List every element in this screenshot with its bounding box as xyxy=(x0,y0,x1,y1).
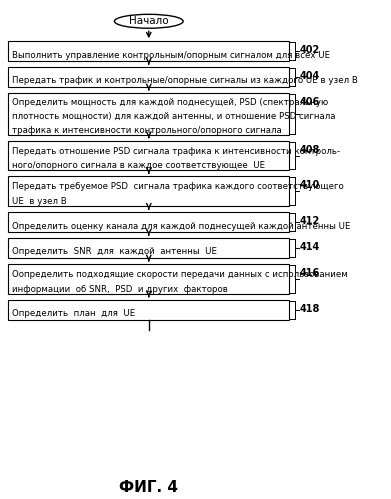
Text: Выполнить управление контрольным/опорным сигналом для всех UE: Выполнить управление контрольным/опорным… xyxy=(12,50,330,59)
Text: информации  об SNR,  PSD  и других  факторов: информации об SNR, PSD и других факторов xyxy=(12,285,228,294)
FancyBboxPatch shape xyxy=(8,41,289,61)
Text: Передать требуемое PSD  сигнала трафика каждого соответствующего: Передать требуемое PSD сигнала трафика к… xyxy=(12,182,343,191)
Text: Оопределить подходящие скорости передачи данных с использованием: Оопределить подходящие скорости передачи… xyxy=(12,270,348,279)
Text: 418: 418 xyxy=(300,304,320,314)
FancyBboxPatch shape xyxy=(8,177,289,206)
FancyBboxPatch shape xyxy=(8,238,289,258)
Text: 410: 410 xyxy=(300,180,320,191)
FancyBboxPatch shape xyxy=(8,93,289,135)
FancyBboxPatch shape xyxy=(8,141,289,171)
Text: Передать отношение PSD сигнала трафика к интенсивности контроль-: Передать отношение PSD сигнала трафика к… xyxy=(12,147,340,156)
Text: 414: 414 xyxy=(300,242,320,252)
Text: 406: 406 xyxy=(300,97,320,107)
Text: Передать трафик и контрольные/опорные сигналы из каждого UE в узел B: Передать трафик и контрольные/опорные си… xyxy=(12,76,358,85)
Text: 416: 416 xyxy=(300,268,320,278)
FancyBboxPatch shape xyxy=(8,67,289,87)
Text: 404: 404 xyxy=(300,71,320,81)
Text: Начало: Начало xyxy=(129,16,169,26)
Text: ФИГ. 4: ФИГ. 4 xyxy=(119,480,178,495)
Text: Определить оценку канала для каждой поднесущей каждой антенны UE: Определить оценку канала для каждой подн… xyxy=(12,222,350,231)
Text: ного/опорного сигнала в каждое соответствующее  UE: ного/опорного сигнала в каждое соответст… xyxy=(12,162,265,171)
Text: Определить  SNR  для  каждой  антенны  UE: Определить SNR для каждой антенны UE xyxy=(12,248,217,256)
Text: Определить мощность для каждой поднесущей, PSD (спектральную: Определить мощность для каждой поднесуще… xyxy=(12,98,328,107)
FancyBboxPatch shape xyxy=(8,212,289,232)
Ellipse shape xyxy=(115,14,183,28)
FancyBboxPatch shape xyxy=(8,300,289,319)
Text: Определить  план  для  UE: Определить план для UE xyxy=(12,309,135,318)
Text: 412: 412 xyxy=(300,216,320,226)
Text: 402: 402 xyxy=(300,45,320,55)
Text: трафика к интенсивности контрольного/опорного сигнала: трафика к интенсивности контрольного/опо… xyxy=(12,126,282,135)
FancyBboxPatch shape xyxy=(8,264,289,294)
Text: 408: 408 xyxy=(300,145,320,155)
Text: UE  в узел B: UE в узел B xyxy=(12,197,66,206)
Text: плотность мощности) для каждой антенны, и отношение PSD сигнала: плотность мощности) для каждой антенны, … xyxy=(12,112,335,121)
